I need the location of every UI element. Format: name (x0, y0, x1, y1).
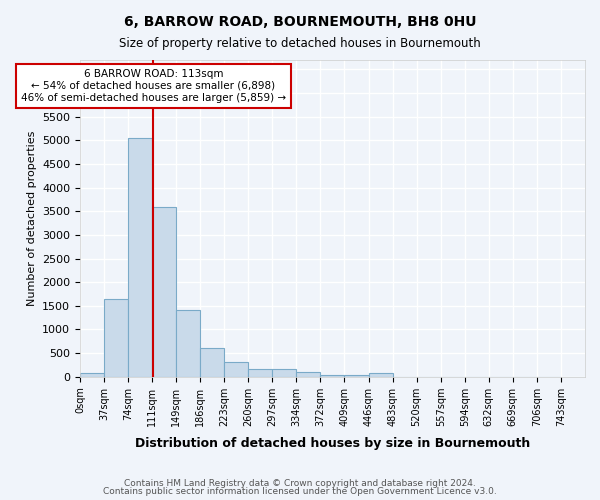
Bar (128, 138, 152, 376)
Bar (152, 206, 176, 376)
X-axis label: Distribution of detached houses by size in Bournemouth: Distribution of detached houses by size … (135, 437, 530, 450)
Text: Contains public sector information licensed under the Open Government Licence v3: Contains public sector information licen… (103, 487, 497, 496)
Bar (248, 370, 272, 376)
Bar (224, 362, 248, 376)
Bar (344, 374, 368, 376)
Bar (176, 310, 200, 376)
Text: Size of property relative to detached houses in Bournemouth: Size of property relative to detached ho… (119, 38, 481, 51)
Bar (272, 370, 296, 376)
Bar (80, 373, 104, 376)
Y-axis label: Number of detached properties: Number of detached properties (26, 130, 37, 306)
Bar (296, 372, 320, 376)
Bar (320, 374, 344, 376)
Bar (104, 298, 128, 376)
Text: 6 BARROW ROAD: 113sqm
← 54% of detached houses are smaller (6,898)
46% of semi-d: 6 BARROW ROAD: 113sqm ← 54% of detached … (21, 70, 286, 102)
Bar (368, 373, 392, 376)
Bar (200, 348, 224, 376)
Text: 6, BARROW ROAD, BOURNEMOUTH, BH8 0HU: 6, BARROW ROAD, BOURNEMOUTH, BH8 0HU (124, 15, 476, 29)
Text: Contains HM Land Registry data © Crown copyright and database right 2024.: Contains HM Land Registry data © Crown c… (124, 478, 476, 488)
